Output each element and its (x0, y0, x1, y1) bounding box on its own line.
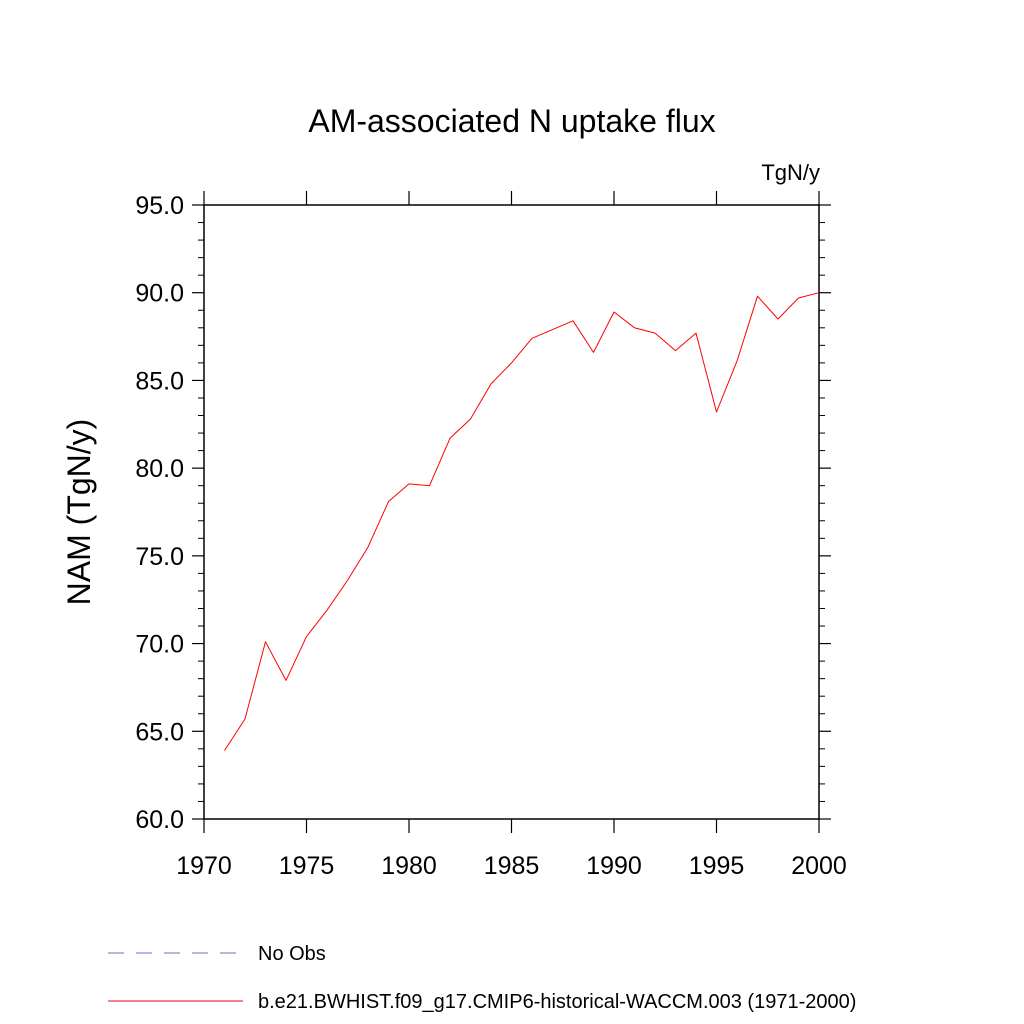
units-label: TgN/y (761, 160, 820, 185)
legend-label-no-obs: No Obs (258, 943, 326, 965)
chart-title: AM-associated N uptake flux (308, 103, 715, 139)
y-axis-label: NAM (TgN/y) (61, 419, 97, 606)
y-tick-label: 75.0 (135, 543, 184, 571)
x-tick-label: 1975 (279, 852, 335, 880)
x-tick-label: 1980 (381, 852, 437, 880)
x-tick-label: 1995 (689, 852, 745, 880)
y-tick-label: 90.0 (135, 280, 184, 308)
axis-ticks (192, 191, 831, 833)
series-line (224, 292, 820, 751)
y-tick-labels: 60.0 65.0 70.0 75.0 80.0 85.0 90.0 95.0 (135, 192, 184, 834)
y-tick-label: 80.0 (135, 455, 184, 483)
x-tick-label: 1970 (176, 852, 232, 880)
x-tick-labels: 1970 1975 1980 1985 1990 1995 2000 (176, 852, 847, 880)
plot-frame (203, 204, 820, 820)
y-tick-label: 85.0 (135, 367, 184, 395)
y-tick-label: 95.0 (135, 192, 184, 220)
y-tick-label: 70.0 (135, 631, 184, 659)
x-tick-label: 1990 (586, 852, 642, 880)
y-tick-label: 65.0 (135, 718, 184, 746)
x-tick-label: 1985 (484, 852, 540, 880)
y-tick-label: 60.0 (135, 806, 184, 834)
series-layer (224, 292, 820, 751)
legend-label-model-run: b.e21.BWHIST.f09_g17.CMIP6-historical-WA… (258, 991, 856, 1013)
x-tick-label: 2000 (791, 852, 847, 880)
legend: No Obs b.e21.BWHIST.f09_g17.CMIP6-histor… (108, 943, 856, 1013)
